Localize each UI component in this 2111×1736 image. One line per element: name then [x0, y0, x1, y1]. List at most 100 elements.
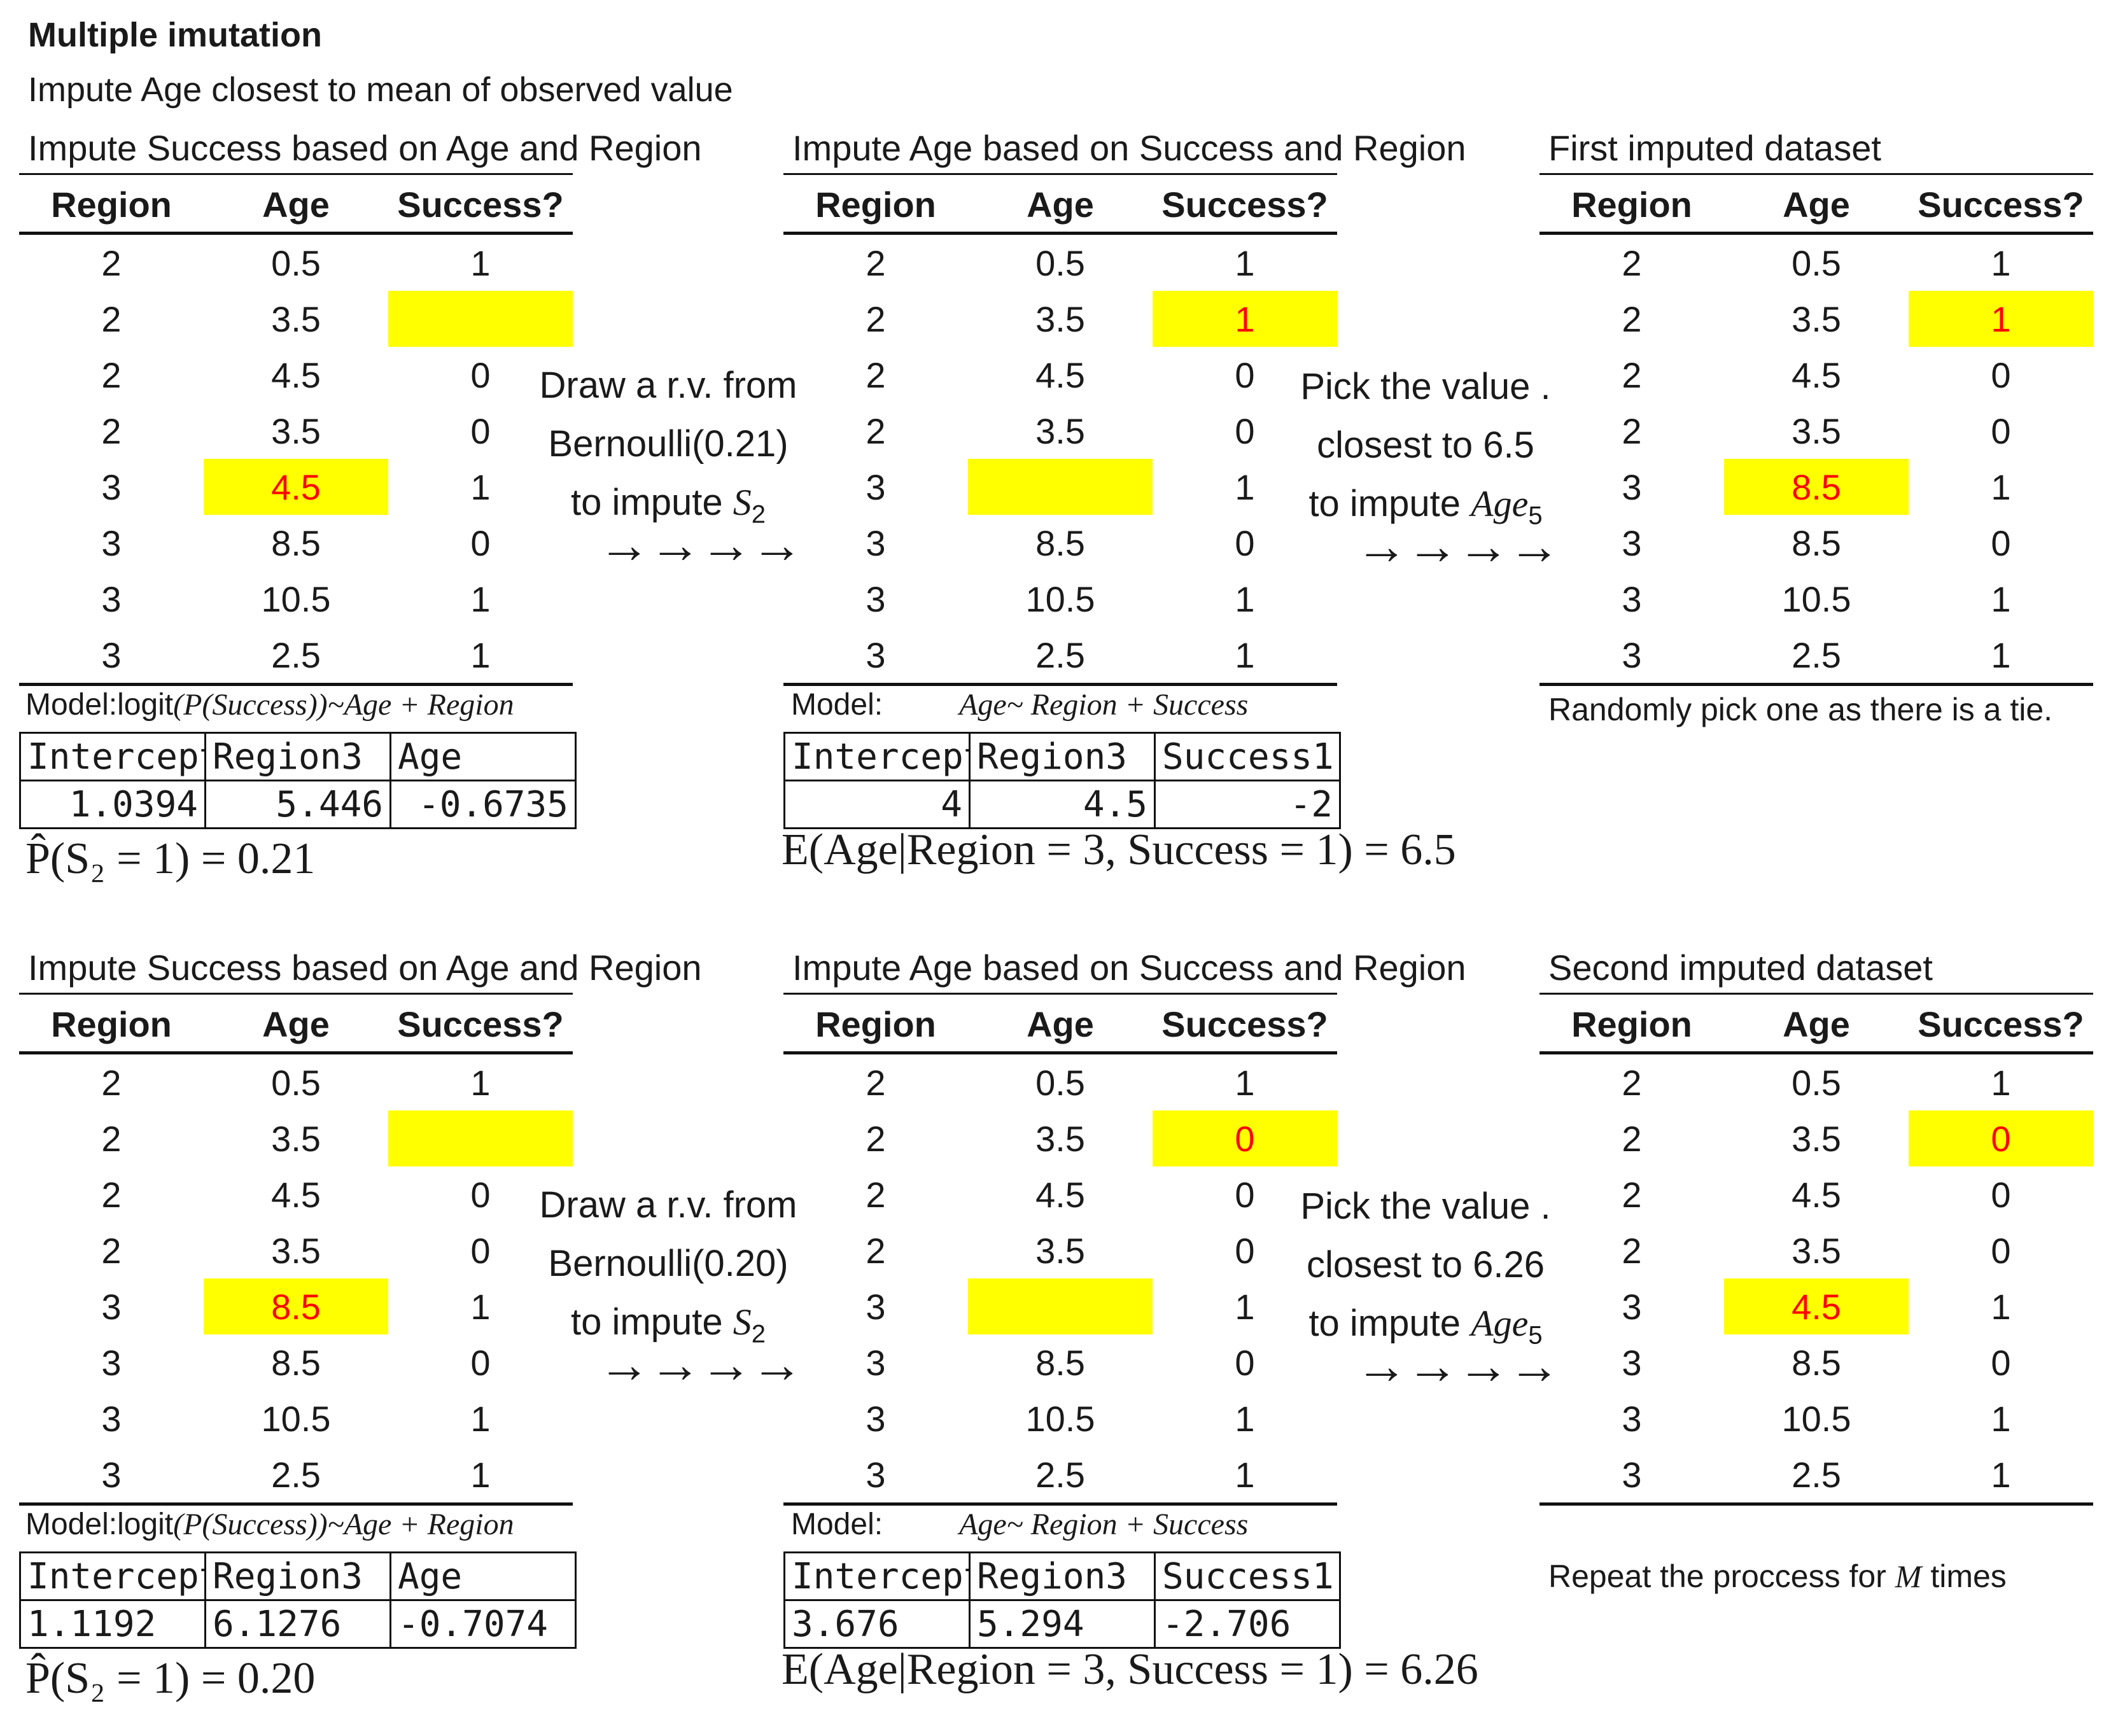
table-cell: 1 [1235, 578, 1255, 619]
coef-name: Success1 [1154, 1551, 1341, 1601]
coef-name: Intercept [19, 732, 206, 781]
coef-value: 4.5 [969, 780, 1156, 829]
table-cell: 0.5 [271, 1062, 321, 1103]
table-cell: 0 [470, 410, 491, 451]
table-cell: 10.5 [1025, 1398, 1095, 1439]
table-cell: 1 [470, 1286, 491, 1327]
table-cell: 0.5 [1035, 242, 1085, 283]
imputed-cell: 0 [1909, 1110, 2093, 1166]
table-row: 3 2.5 1 [1539, 627, 2093, 686]
table-cell: 1 [1235, 1286, 1255, 1327]
model-expression: (P(Success))~Age + Region [173, 1508, 514, 1541]
table-cell: 3 [19, 627, 204, 686]
column-header: Region [783, 177, 968, 235]
table-cell: 3.5 [1035, 410, 1085, 451]
model-formula-success: Model:logit(P(Success))~Age + Region [25, 1507, 514, 1542]
table-cell: 3 [1622, 522, 1642, 563]
table-cell: 1 [1235, 466, 1255, 507]
coef-value: -2.706 [1154, 1599, 1341, 1649]
rule [19, 993, 573, 995]
table-cell: 3 [101, 466, 122, 507]
table-cell: 10.5 [261, 1398, 331, 1439]
coef-value: -0.6735 [389, 780, 577, 829]
table-cell: 1 [1909, 627, 2093, 686]
table-cell: 2 [101, 354, 122, 395]
table-row: 2 0.5 1 [19, 1053, 573, 1111]
table-cell: 3 [101, 578, 122, 619]
column-header: Age [968, 997, 1153, 1054]
table-cell: 1 [1991, 1286, 2011, 1327]
table-row: 2 3.5 0 [1539, 403, 2093, 459]
variable-subscript: 2 [751, 500, 766, 529]
column-header: Region [783, 997, 968, 1054]
coef-name: Success1 [1154, 732, 1341, 781]
table-cell: 3 [866, 466, 886, 507]
coef-name: Intercept [783, 1551, 971, 1601]
model-formula-success: Model:logit(P(Success))~Age + Region [25, 687, 514, 722]
coef-name: Region3 [969, 1551, 1156, 1601]
imputed-cell [968, 459, 1153, 515]
table-cell: 0 [1235, 522, 1255, 563]
model-formula-age: Model: Age~ Region + Success [791, 687, 1248, 722]
column-header: Age [1724, 997, 1909, 1054]
coef-value: 5.446 [204, 780, 391, 829]
table-cell: 0 [1235, 1174, 1255, 1215]
model-expression: Age~ Region + Success [959, 1508, 1249, 1541]
table-cell: 3.5 [271, 1118, 321, 1159]
table-row: 3 8.5 0 [19, 515, 573, 571]
table-cell: 0 [1235, 1230, 1255, 1271]
table-cell: 3.5 [1035, 1230, 1085, 1271]
table-cell: 8.5 [1792, 522, 1841, 563]
table-cell: 2 [101, 1230, 122, 1271]
table-row: 3 2.5 1 [19, 1446, 573, 1506]
table-cell: 1 [1991, 1398, 2011, 1439]
variable-subscript: 2 [751, 1320, 766, 1348]
pick-instruction-line2: closest to 6.26 [1307, 1244, 1545, 1285]
coef-name: Age [389, 1551, 577, 1601]
table-row: 2 0.5 1 [19, 234, 573, 291]
table-cell: 3 [19, 1446, 204, 1506]
table-cell: 1 [1153, 627, 1337, 686]
table-cell: 1 [388, 627, 573, 686]
table-cell: 0 [1991, 522, 2011, 563]
table-cell: 1 [470, 1062, 491, 1103]
rule [783, 993, 1337, 995]
table-cell: 10.5 [1025, 578, 1095, 619]
table-cell: 0.5 [271, 242, 321, 283]
table-row: 2 4.5 0 [1539, 1166, 2093, 1222]
table-cell: 4.5 [271, 354, 321, 395]
variable-subscript: 5 [1528, 1321, 1543, 1350]
column-header: Age [1724, 177, 1909, 235]
variable-age: Age [1471, 1303, 1529, 1344]
table-title: First imputed dataset [1548, 128, 1881, 168]
column-header: Region [19, 997, 204, 1054]
coef-value: -0.7074 [389, 1599, 577, 1649]
table-cell: 2 [101, 1118, 122, 1159]
coef-value-row: 1.1192 6.1276 -0.7074 [19, 1599, 577, 1649]
variable-m: M [1895, 1558, 1922, 1594]
rule [19, 173, 573, 175]
table-cell: 1 [1235, 1062, 1255, 1103]
pick-instruction-line1: Pick the value . [1300, 366, 1551, 407]
data-table-imputed: Region Age Success? 2 0.5 1 2 3.5 1 2 4.5 0 2 3.5 0 3 8.… [1539, 177, 2093, 686]
probability-estimate: P̂(S₂ = 1) = 0.20 [25, 1654, 316, 1703]
table-cell: 8.5 [271, 522, 321, 563]
table-cell: 3 [1622, 1286, 1642, 1327]
column-header: Age [968, 177, 1153, 235]
coef-name: Age [389, 732, 577, 781]
table-cell: 3 [783, 1446, 968, 1506]
table-cell: 2 [866, 298, 886, 339]
arrow-right-icon: →→→→ [598, 1336, 803, 1394]
table-cell: 3 [1539, 1446, 1724, 1506]
table-cell: 8.5 [1035, 522, 1085, 563]
draw-instruction-line3: to impute S2 [535, 473, 802, 544]
table-cell: 3.5 [271, 410, 321, 451]
model-label: Model: [791, 688, 883, 722]
table-row: 2 3.5 [19, 291, 573, 347]
variable-subscript: 5 [1528, 501, 1543, 530]
table-cell: 10.5 [1781, 578, 1851, 619]
table-cell: 4.5 [1792, 1174, 1841, 1215]
table-cell: 2 [1622, 410, 1642, 451]
table-cell: 3.5 [1792, 298, 1841, 339]
arrow-right-icon: →→→→ [1356, 1337, 1560, 1395]
